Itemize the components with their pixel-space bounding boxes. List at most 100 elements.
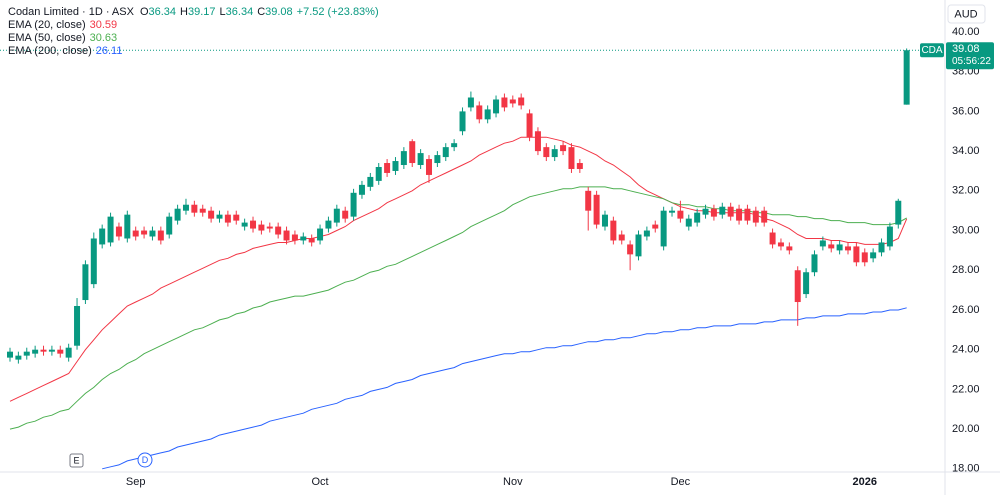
- y-tick-label: 36.00: [952, 105, 980, 117]
- ohlc-label: O: [140, 6, 149, 18]
- candle-body: [434, 155, 441, 164]
- candle-body: [744, 208, 751, 221]
- y-tick-label: 30.00: [952, 224, 980, 236]
- candle-body: [719, 206, 726, 215]
- candle-body: [903, 50, 910, 105]
- candle-body: [467, 97, 474, 108]
- symbol-tag-text: CDA: [921, 45, 942, 56]
- candle-body: [836, 244, 843, 251]
- candle-body: [367, 176, 374, 187]
- candle-body: [543, 147, 550, 158]
- currency-box: [947, 4, 986, 24]
- y-tick-label: 24.00: [952, 344, 980, 356]
- y-tick-label: 28.00: [952, 264, 980, 276]
- candle-body: [375, 166, 382, 181]
- y-tick-label: 34.00: [952, 145, 980, 157]
- candle-body: [601, 214, 608, 227]
- candle-body: [442, 147, 449, 158]
- candle-body: [132, 230, 139, 237]
- candle-body: [166, 216, 173, 235]
- event-box: [69, 453, 84, 468]
- candle-body: [308, 238, 315, 243]
- legend-name: EMA (200, close): [8, 45, 92, 57]
- candle-body: [115, 226, 122, 237]
- candle-body: [568, 147, 575, 169]
- candle-body: [476, 105, 483, 120]
- candle-body: [124, 214, 131, 239]
- candle-body: [803, 272, 810, 295]
- price-tag-countdown: 05:56:22: [952, 56, 991, 67]
- ohlc-label: H: [180, 6, 188, 18]
- event-label: E: [73, 455, 79, 465]
- candle-body: [526, 113, 533, 138]
- candle-body: [819, 240, 826, 247]
- ohlc-value: 36.34: [149, 6, 177, 18]
- ohlc-label: C: [257, 6, 265, 18]
- candle-body: [677, 210, 684, 219]
- candle-body: [895, 200, 902, 225]
- candle-body: [702, 208, 709, 215]
- candle-body: [886, 226, 893, 247]
- candle-body: [459, 111, 466, 132]
- ohlc-label: L: [220, 6, 226, 18]
- y-tick-label: 22.00: [952, 383, 980, 395]
- candle-body: [870, 252, 877, 259]
- candle-body: [266, 226, 273, 229]
- candle-body: [736, 208, 743, 221]
- candle-body: [627, 244, 634, 255]
- y-tick-label: 32.00: [952, 185, 980, 197]
- candle-body: [560, 145, 567, 152]
- candle-body: [48, 349, 55, 352]
- candle-body: [182, 204, 189, 211]
- candle-body: [669, 210, 676, 213]
- candle-body: [82, 264, 89, 301]
- candle-body: [291, 234, 298, 241]
- candle-body: [400, 151, 407, 166]
- y-tick-label: 18.00: [952, 463, 980, 475]
- legend-name: EMA (50, close): [8, 32, 86, 44]
- candle-body: [794, 270, 801, 303]
- x-tick-label: Dec: [671, 476, 691, 488]
- candle-body: [325, 220, 332, 229]
- plot-area: [0, 48, 945, 470]
- event-label: D: [142, 455, 149, 465]
- candle-body: [40, 349, 47, 352]
- x-tick-label: Oct: [311, 476, 328, 488]
- ohlc-value: 39.08: [265, 6, 293, 18]
- candle-body: [593, 194, 600, 225]
- candle-body: [451, 143, 458, 148]
- candle-body: [828, 244, 835, 249]
- candle-body: [275, 226, 282, 235]
- candle-body: [878, 242, 885, 253]
- event-circle: [137, 452, 153, 468]
- candle-body: [761, 210, 768, 223]
- candle-body: [752, 210, 759, 223]
- y-tick-label: 20.00: [952, 423, 980, 435]
- legend-ema: EMA (20, close) 30.59: [8, 19, 117, 31]
- candle-body: [727, 206, 734, 217]
- candle-body: [191, 204, 198, 213]
- ema-line: [102, 307, 907, 470]
- symbol-tag: [920, 43, 944, 58]
- candle-body: [652, 224, 659, 229]
- candle-body: [509, 99, 516, 104]
- change: +7.52 (+23.83%): [297, 6, 379, 18]
- candle-body: [157, 230, 164, 241]
- candle-body: [216, 214, 223, 219]
- candle-body: [342, 210, 349, 219]
- candle-body: [258, 224, 265, 231]
- x-tick-label: Nov: [503, 476, 523, 488]
- candle-body: [786, 246, 793, 251]
- candle-body: [392, 161, 399, 171]
- candle-body: [283, 230, 290, 241]
- candle-body: [7, 351, 13, 358]
- candle-body: [107, 216, 114, 243]
- legend-ema: EMA (200, close) 26.11: [8, 45, 122, 57]
- candle-body: [208, 210, 215, 219]
- candle-body: [141, 230, 148, 235]
- legend-value: 30.59: [90, 19, 118, 31]
- candle-body: [149, 230, 156, 237]
- candle-body: [610, 220, 617, 241]
- candle-body: [333, 208, 340, 223]
- legend-ema: EMA (50, close) 30.63: [8, 32, 117, 44]
